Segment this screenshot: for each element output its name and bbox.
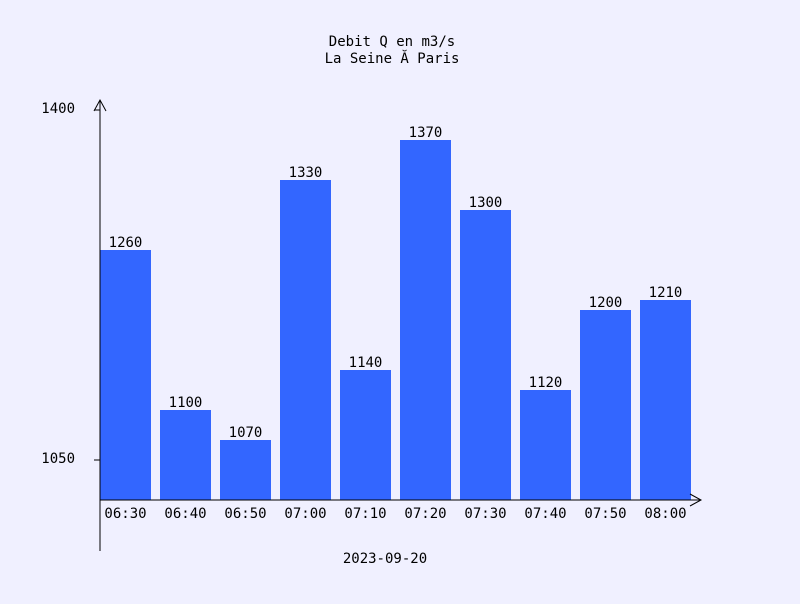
bars-layer [100,140,691,500]
x-axis-arrow [689,493,703,507]
labels-layer: 1260 06:30 1100 06:40 1070 06:50 1330 07:00 1140… [41,101,686,522]
bar-0720 [400,140,451,500]
data-label-0630: 1260 [109,235,143,251]
axes-layer [93,98,703,551]
x-tick-label-0750: 07:50 [584,506,626,522]
data-label-0640: 1100 [169,395,203,411]
bar-0640 [160,410,211,500]
x-tick-label-0650: 06:50 [224,506,266,522]
data-label-0740: 1120 [529,375,563,391]
y-axis-arrow [93,98,107,112]
x-tick-label-0630: 06:30 [104,506,146,522]
x-tick-label-0730: 07:30 [464,506,506,522]
x-tick-label-0710: 07:10 [344,506,386,522]
bar-0750 [580,310,631,500]
x-tick-label-0700: 07:00 [284,506,326,522]
x-tick-label-0720: 07:20 [404,506,446,522]
bar-0730 [460,210,511,500]
bar-0700 [280,180,331,500]
y-tick-label-1400: 1400 [41,101,75,117]
chart-title: Debit Q en m3/s [329,34,455,50]
x-axis-label: 2023-09-20 [343,551,427,567]
data-label-0730: 1300 [469,195,503,211]
bar-0710 [340,370,391,500]
data-label-0650: 1070 [229,425,263,441]
x-tick-label-0800: 08:00 [644,506,686,522]
data-label-0710: 1140 [349,355,383,371]
bar-0740 [520,390,571,500]
data-label-0720: 1370 [409,125,443,141]
data-label-0750: 1200 [589,295,623,311]
x-tick-label-0740: 07:40 [524,506,566,522]
chart-subtitle: La Seine Ă Paris [325,49,460,67]
bar-0800 [640,300,691,500]
y-tick-label-1050: 1050 [41,451,75,467]
data-label-0700: 1330 [289,165,323,181]
x-tick-label-0640: 06:40 [164,506,206,522]
bar-0650 [220,440,271,500]
data-label-0800: 1210 [649,285,683,301]
bar-0630 [100,250,151,500]
